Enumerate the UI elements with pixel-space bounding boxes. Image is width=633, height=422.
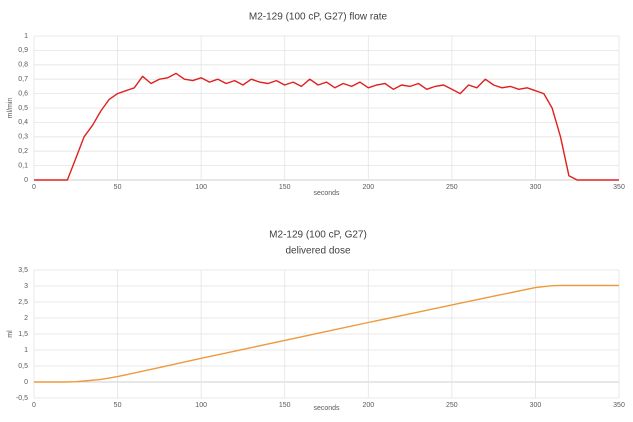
x-tick-label: 0: [32, 184, 36, 191]
x-tick-label: 350: [613, 184, 625, 191]
y-tick-label: 0,7: [18, 76, 28, 83]
y-tick-label: 0,2: [18, 148, 28, 155]
x-tick-label: 200: [362, 402, 374, 409]
y-tick-label: 0: [24, 177, 28, 184]
chart-subtitle: delivered dose: [285, 246, 350, 257]
y-tick-label: 1,5: [18, 331, 28, 338]
x-tick-label: 300: [530, 402, 542, 409]
x-tick-label: 50: [114, 402, 122, 409]
x-tick-label: 50: [114, 184, 122, 191]
y-tick-label: 0,9: [18, 47, 28, 54]
y-tick-label: 2,5: [18, 299, 28, 306]
x-tick-label: 100: [195, 184, 207, 191]
x-axis-label: seconds: [313, 405, 340, 412]
x-tick-label: 250: [446, 184, 458, 191]
x-tick-label: 200: [362, 184, 374, 191]
y-axis-label: ml: [7, 330, 14, 338]
chart-title: M2-129 (100 cP, G27) flow rate: [249, 12, 388, 23]
y-tick-label: 0,1: [18, 162, 28, 169]
chart-title: M2-129 (100 cP, G27): [269, 230, 367, 241]
x-tick-label: 100: [195, 402, 207, 409]
y-tick-label: -0,5: [16, 395, 28, 402]
data-line: [34, 284, 619, 383]
x-tick-label: 150: [279, 184, 291, 191]
x-tick-label: 300: [530, 184, 542, 191]
y-tick-label: 0,5: [18, 105, 28, 112]
y-tick-label: 0,5: [18, 363, 28, 370]
y-tick-label: 0,8: [18, 62, 28, 69]
y-tick-label: 0,4: [18, 119, 28, 126]
y-tick-label: 1: [24, 33, 28, 40]
x-tick-label: 0: [32, 402, 36, 409]
y-axis-label: ml/min: [7, 98, 14, 119]
y-tick-label: 3,5: [18, 267, 28, 274]
y-tick-label: 2: [24, 315, 28, 322]
y-tick-label: 0,3: [18, 134, 28, 141]
y-tick-label: 3: [24, 283, 28, 290]
x-axis-label: seconds: [313, 190, 340, 197]
data-line: [34, 72, 619, 181]
x-tick-label: 250: [446, 402, 458, 409]
y-tick-label: 1: [24, 347, 28, 354]
x-tick-label: 350: [613, 402, 625, 409]
y-tick-label: 0,6: [18, 90, 28, 97]
y-tick-label: 0: [24, 379, 28, 386]
x-tick-label: 150: [279, 402, 291, 409]
